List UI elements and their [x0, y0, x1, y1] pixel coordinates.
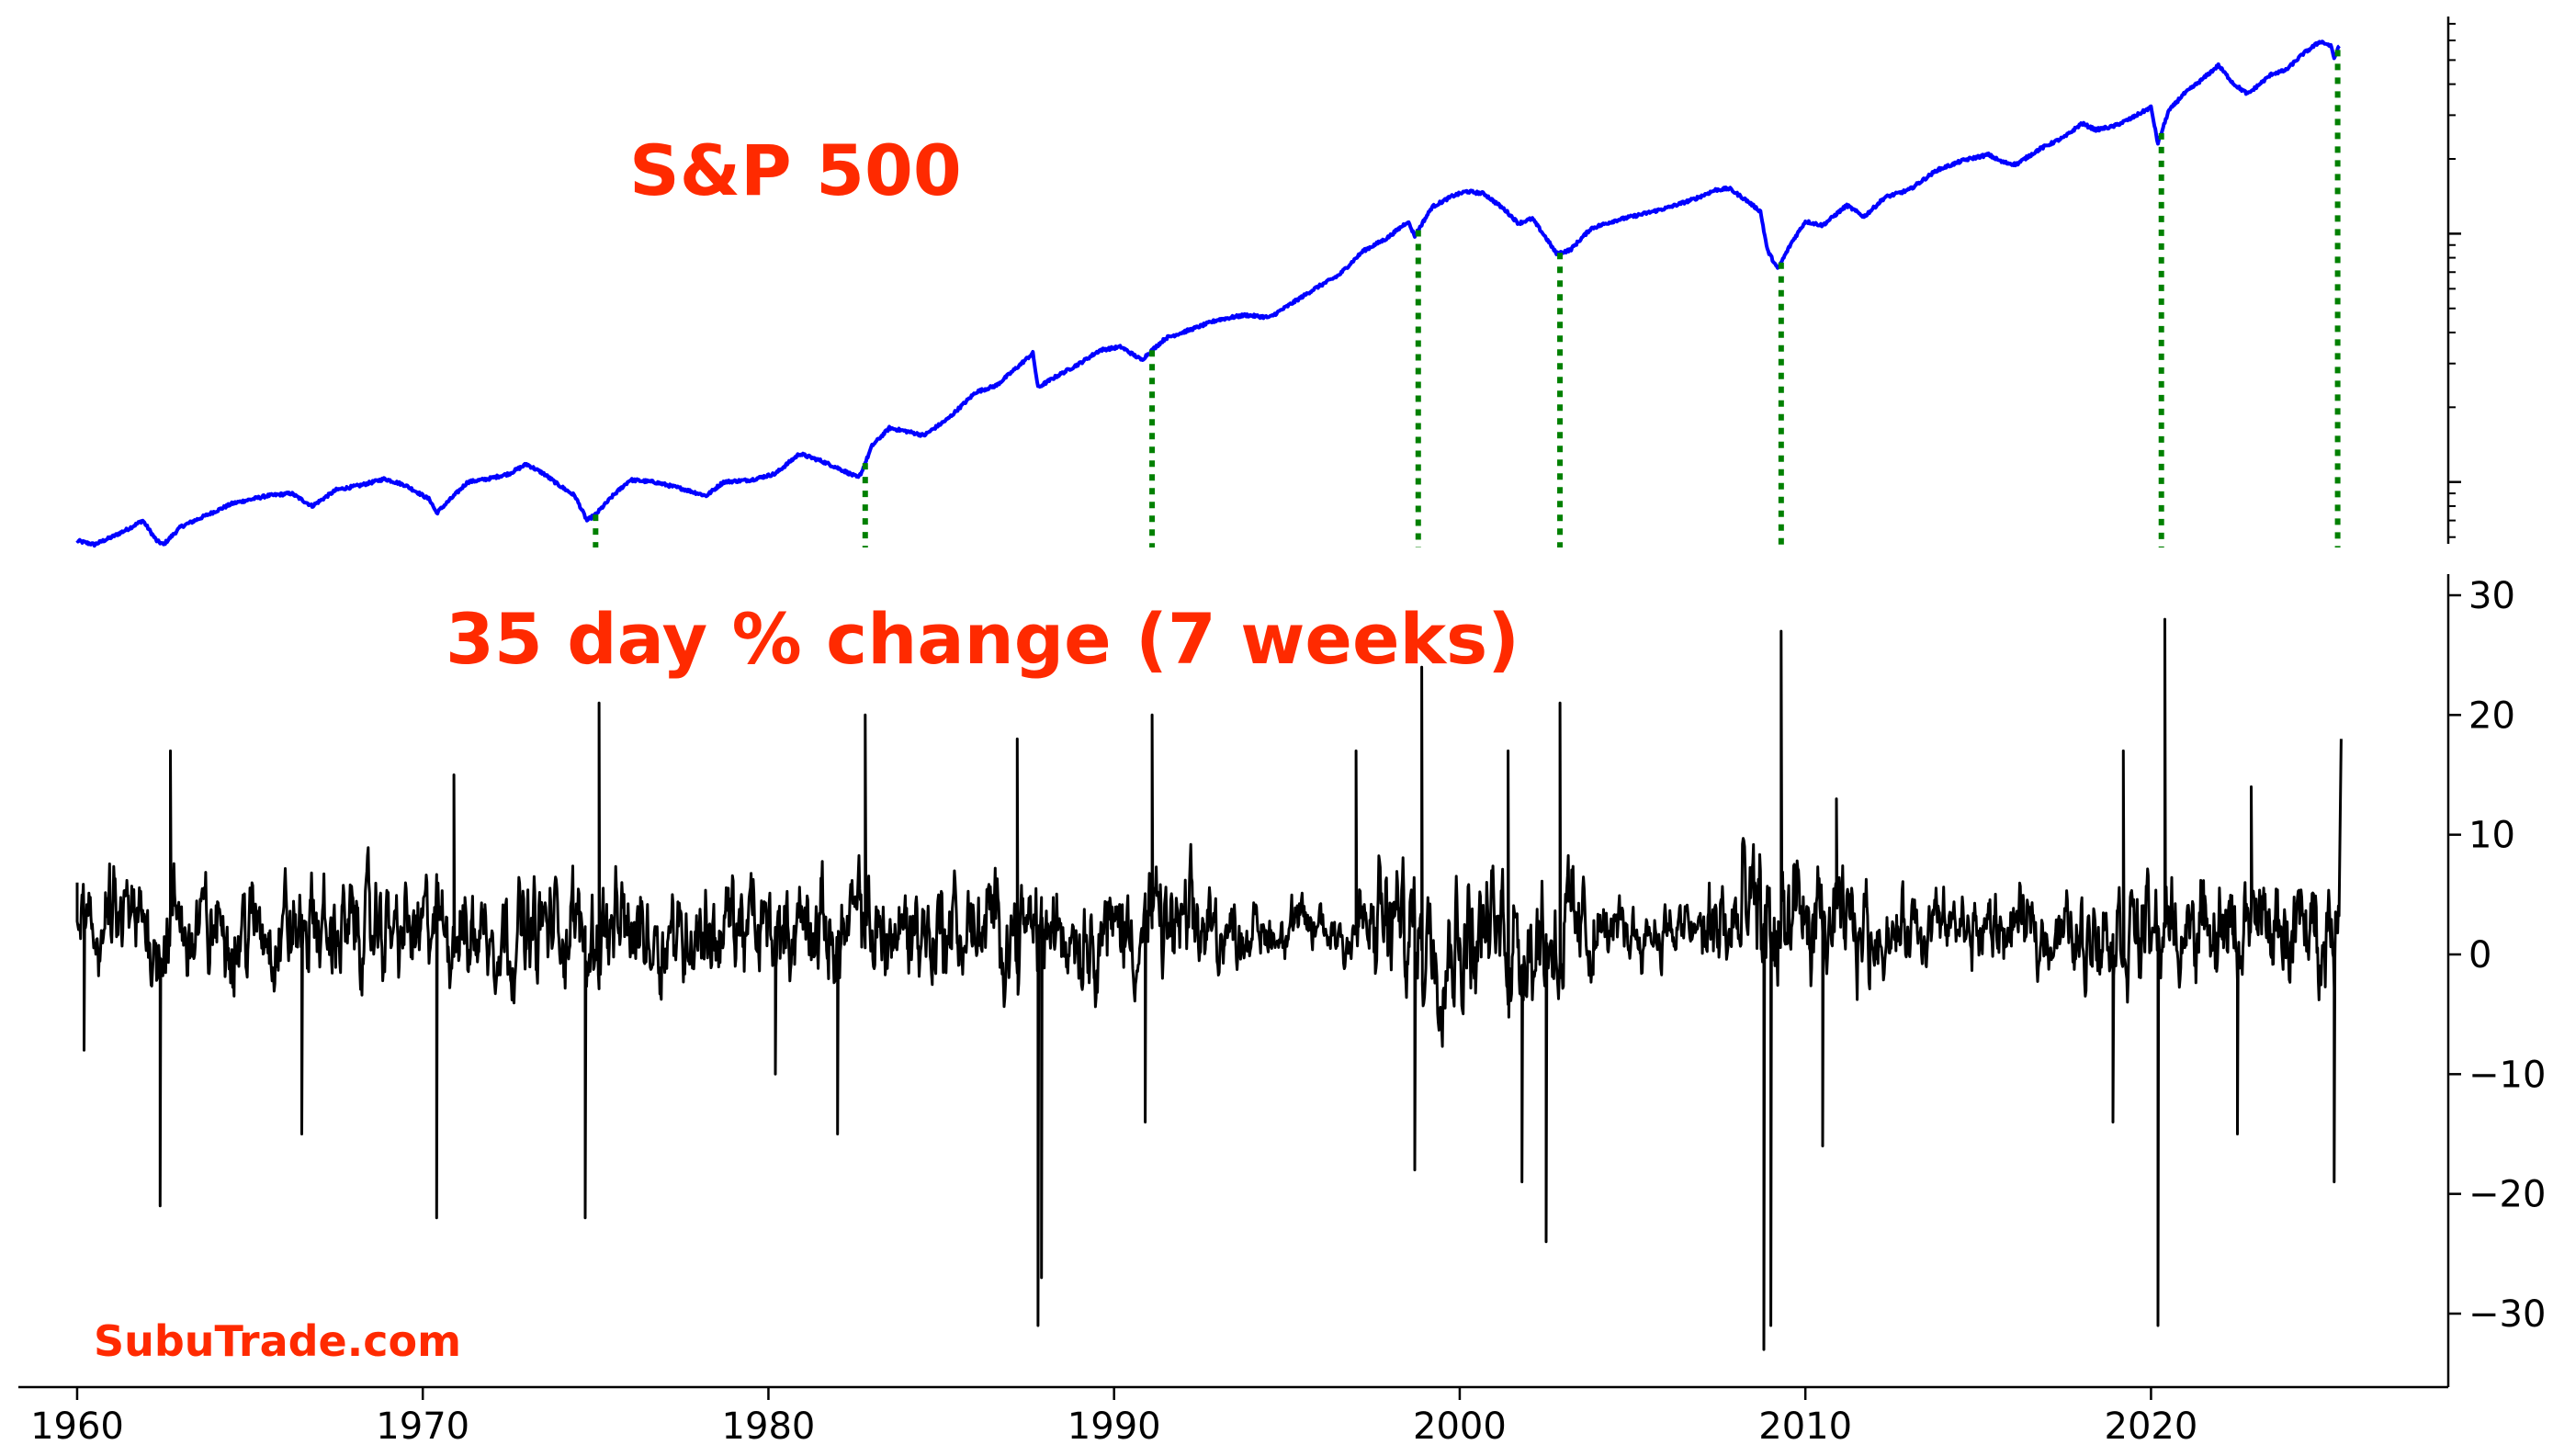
x-tick-label: 1990: [1068, 1405, 1161, 1448]
y-tick-label: −10: [2468, 1054, 2546, 1096]
x-tick-label: 1980: [722, 1405, 816, 1448]
x-tick-label: 1970: [376, 1405, 469, 1448]
top-y-ticks: [2448, 22, 2461, 538]
sp500-price-line: [75, 40, 2341, 548]
x-tick-label: 2010: [1758, 1405, 1852, 1448]
y-tick-label: −20: [2468, 1174, 2546, 1216]
pct-change-title: 35 day % change (7 weeks): [446, 598, 1519, 680]
y-tick-label: 20: [2468, 694, 2515, 737]
x-tick-label: 2020: [2105, 1405, 2198, 1448]
sp500-panel: S&P 500: [75, 17, 2461, 548]
y-tick-label: 10: [2468, 815, 2515, 857]
x-tick-label: 2000: [1413, 1405, 1507, 1448]
y-tick-label: 0: [2468, 934, 2491, 976]
x-tick-label: 1960: [30, 1405, 124, 1448]
pct-change-line: [75, 617, 2343, 1351]
x-ticks: 1960 1970 1980 1990 2000 2010 2020: [30, 1387, 2197, 1448]
y-tick-label: 30: [2468, 575, 2515, 617]
watermark-label: SubuTrade.com: [94, 1316, 461, 1366]
bottom-markers: [593, 50, 2341, 547]
y-tick-label: −30: [2468, 1293, 2546, 1336]
sp500-title: S&P 500: [629, 130, 962, 211]
bottom-y-ticks: 30 20 10 0 −10 −20 −30: [2448, 575, 2546, 1336]
